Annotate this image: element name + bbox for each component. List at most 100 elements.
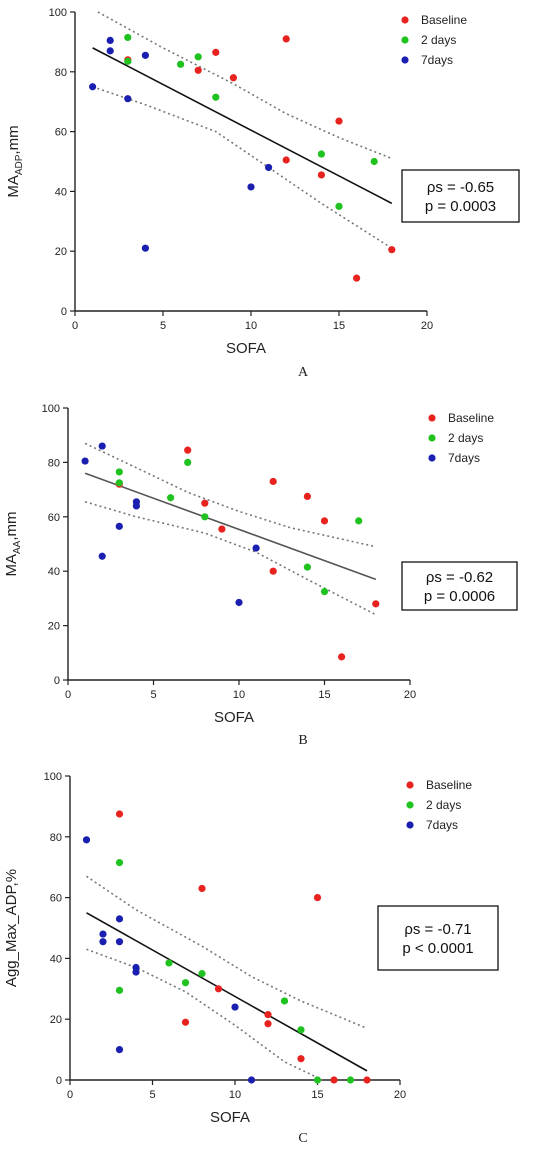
x-tick-label: 10 xyxy=(229,1089,241,1101)
x-tick-label: 20 xyxy=(421,320,433,332)
stats-p-value: p < 0.0001 xyxy=(402,940,473,957)
data-point-seven-days xyxy=(98,552,106,560)
x-tick-label: 10 xyxy=(233,689,245,701)
data-point-two-days xyxy=(370,157,378,166)
legend-label: 2 days xyxy=(426,798,461,812)
data-point-seven-days xyxy=(82,836,91,844)
legend-marker xyxy=(406,781,414,789)
data-point-two-days xyxy=(335,202,343,210)
stats-box xyxy=(401,169,520,223)
y-tick-label: 0 xyxy=(56,1075,62,1087)
ci-upper-band xyxy=(86,875,368,1030)
data-point-baseline xyxy=(115,810,124,818)
data-point-seven-days xyxy=(235,598,243,607)
x-axis-title: SOFA xyxy=(214,709,254,726)
y-tick-label: 40 xyxy=(50,953,62,965)
data-point-two-days xyxy=(320,588,329,596)
data-point-baseline xyxy=(282,35,290,43)
data-point-two-days xyxy=(313,1076,322,1084)
stats-rho: ρs = -0.62 xyxy=(426,569,493,586)
data-point-baseline xyxy=(313,894,322,902)
stats-p-value: p = 0.0006 xyxy=(424,588,495,605)
legend-label: 2 days xyxy=(421,33,456,47)
x-tick-label: 0 xyxy=(72,320,78,332)
y-tick-label: 40 xyxy=(48,566,60,578)
data-point-two-days xyxy=(115,479,123,487)
panel-label: C xyxy=(298,1131,307,1146)
data-point-baseline xyxy=(303,492,311,500)
data-point-baseline xyxy=(218,525,226,533)
legend-label: Baseline xyxy=(421,13,467,27)
stats-box xyxy=(401,561,518,611)
ci-lower-band xyxy=(86,948,323,1081)
data-point-two-days xyxy=(184,458,192,466)
data-point-seven-days xyxy=(231,1003,239,1011)
x-tick-label: 0 xyxy=(67,1089,73,1101)
regression-line xyxy=(86,912,368,1072)
y-tick-label: 100 xyxy=(42,403,60,415)
y-axis-title: Agg_Max_ADP,% xyxy=(3,869,20,987)
data-point-baseline xyxy=(282,156,290,164)
y-tick-label: 100 xyxy=(49,7,67,19)
data-point-two-days xyxy=(198,970,206,978)
y-tick-label: 0 xyxy=(54,675,60,687)
x-tick-label: 15 xyxy=(333,320,345,332)
data-point-two-days xyxy=(167,494,175,502)
y-axis-title: MAAA,mm xyxy=(3,511,23,576)
data-point-two-days xyxy=(124,57,132,65)
y-tick-label: 100 xyxy=(44,771,62,783)
data-point-baseline xyxy=(363,1076,371,1084)
data-point-two-days xyxy=(177,60,185,68)
legend-label: Baseline xyxy=(426,778,472,792)
panel-label: A xyxy=(298,365,309,380)
data-point-two-days xyxy=(115,986,124,994)
stats-box xyxy=(377,905,499,971)
ci-lower-band xyxy=(84,501,377,616)
data-point-seven-days xyxy=(141,244,149,252)
y-tick-label: 40 xyxy=(55,186,67,198)
legend-marker xyxy=(428,454,436,462)
data-point-seven-days xyxy=(252,544,260,552)
data-point-two-days xyxy=(201,513,209,521)
data-point-seven-days xyxy=(141,51,149,59)
data-point-baseline xyxy=(264,1011,272,1019)
data-point-baseline xyxy=(194,66,202,74)
x-tick-label: 5 xyxy=(150,689,156,701)
data-point-two-days xyxy=(181,979,190,987)
data-point-seven-days xyxy=(115,938,124,946)
legend-marker xyxy=(406,821,414,829)
data-point-seven-days xyxy=(98,442,106,450)
ci-upper-band xyxy=(97,11,393,160)
x-tick-label: 5 xyxy=(160,320,166,332)
legend-marker xyxy=(428,414,436,422)
data-point-seven-days xyxy=(115,915,124,923)
legend-marker xyxy=(406,801,414,809)
x-axis-title: SOFA xyxy=(226,340,266,357)
data-point-two-days xyxy=(115,859,124,867)
data-point-seven-days xyxy=(132,968,140,976)
data-point-seven-days xyxy=(132,502,140,510)
y-tick-label: 60 xyxy=(55,127,67,139)
chart-panel-a: 0 5 10 15 20 0 20 40 60 80 100 SOFA MAADP,mm Baseline… xyxy=(5,7,520,380)
chart-panel-c: 0 5 10 15 20 0 20 40 60 80 100 SOFA Agg_Max_ADP,% Bas… xyxy=(3,771,499,1146)
data-point-baseline xyxy=(201,499,209,507)
x-axis-title: SOFA xyxy=(210,1109,250,1126)
x-tick-label: 15 xyxy=(318,689,330,701)
legend-label: 2 days xyxy=(448,431,483,445)
data-point-seven-days xyxy=(106,47,114,55)
legend-label: Baseline xyxy=(448,411,494,425)
data-point-seven-days xyxy=(265,163,273,172)
x-tick-label: 15 xyxy=(311,1089,323,1101)
data-point-two-days xyxy=(280,997,289,1005)
legend-label: 7days xyxy=(426,818,458,832)
x-tick-label: 0 xyxy=(65,689,71,701)
data-point-baseline xyxy=(320,517,329,525)
y-tick-label: 80 xyxy=(50,832,62,844)
stats-rho: ρs = -0.65 xyxy=(427,179,494,196)
x-tick-label: 10 xyxy=(245,320,257,332)
legend-label: 7days xyxy=(421,53,453,67)
data-point-baseline xyxy=(335,117,343,125)
data-point-two-days xyxy=(303,563,311,571)
data-point-baseline xyxy=(338,653,346,661)
data-point-baseline xyxy=(372,600,380,608)
